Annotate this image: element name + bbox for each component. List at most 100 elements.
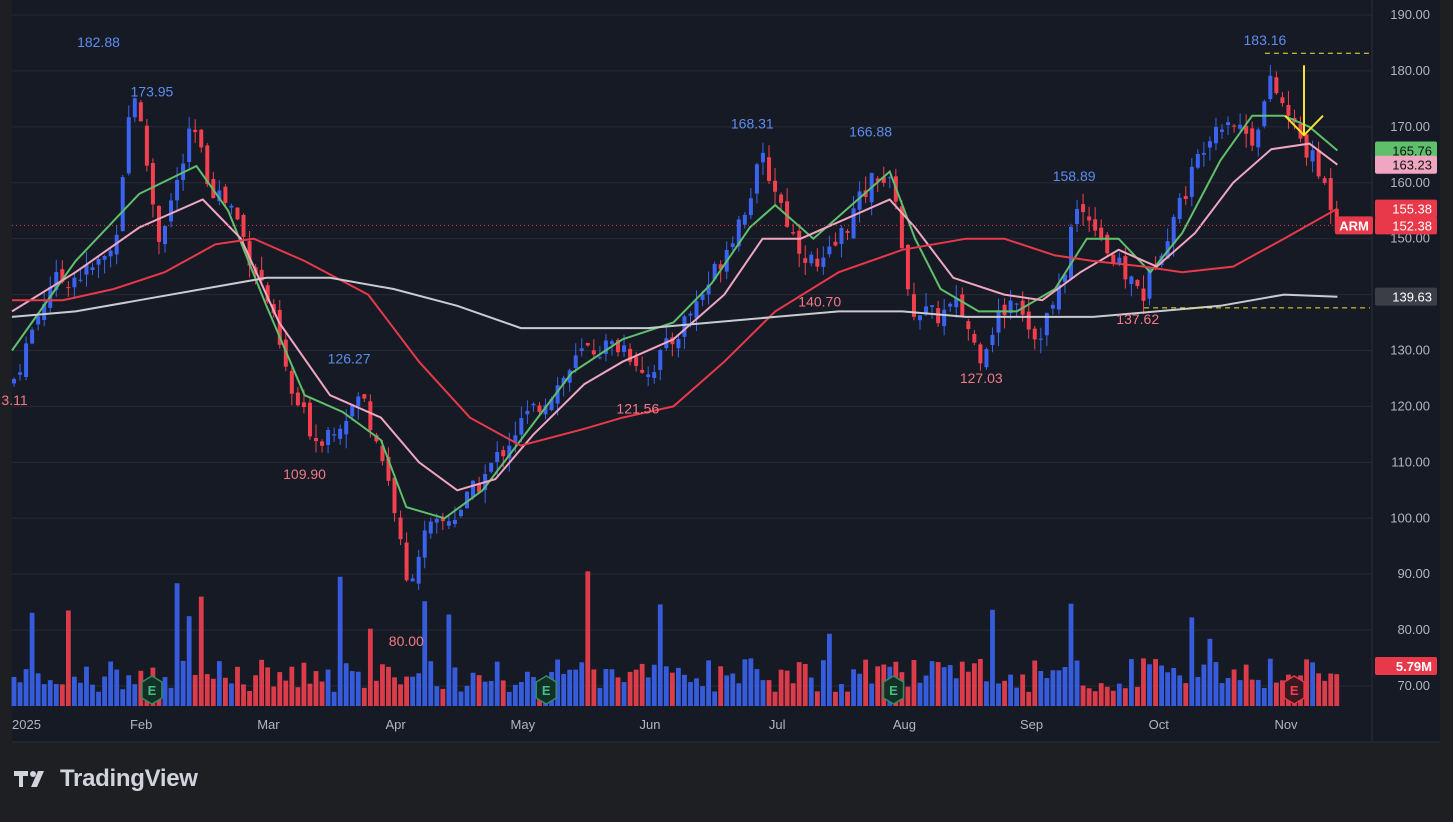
volume-bar [488, 680, 494, 706]
volume-bar [1129, 659, 1134, 706]
volume-bar [434, 686, 440, 706]
candle-body [1189, 166, 1194, 197]
time-tick-label: May [511, 717, 536, 732]
candle-body [821, 257, 826, 267]
volume-bar [603, 668, 609, 706]
price-annotation: 137.62 [1116, 311, 1159, 327]
candle-body [1093, 219, 1098, 231]
earnings-label: E [1290, 683, 1299, 698]
candle-body [495, 451, 500, 462]
candle-body [78, 279, 83, 281]
volume-bar [337, 576, 343, 706]
price-tag-label: 155.38 [1392, 202, 1432, 217]
candle-body [948, 303, 953, 307]
volume-bar [404, 676, 409, 706]
volume-bar [216, 661, 222, 706]
volume-bar [863, 659, 869, 706]
candle-body [519, 418, 524, 435]
volume-bar [712, 691, 718, 706]
volume-bar [935, 662, 941, 706]
candle-body [150, 162, 155, 205]
candle-body [386, 456, 391, 481]
footer: TradingView [14, 763, 198, 795]
volume-bar [923, 675, 929, 706]
candle-body [754, 164, 759, 194]
volume-bar [996, 683, 1001, 706]
volume-bar [905, 686, 911, 706]
candle-body [344, 420, 349, 435]
volume-bar [645, 677, 651, 706]
volume-bar [53, 683, 59, 706]
candle-body [857, 191, 862, 210]
candle-body [1177, 197, 1182, 220]
price-annotation: 121.56 [616, 401, 659, 417]
candle-body [314, 438, 318, 442]
volume-bar [796, 662, 802, 706]
volume-bar [561, 673, 567, 706]
candle-body [1117, 257, 1122, 264]
price-axis: 70.00 80.00 90.00 100.00 110.00 120.00 130.00 1… [1371, 0, 1430, 742]
volume-bar [802, 664, 808, 706]
candle-body [392, 477, 397, 514]
volume-bar [627, 671, 633, 706]
volume-bar [265, 667, 271, 706]
candle-body [217, 190, 222, 202]
candle-body [1274, 77, 1279, 94]
candle-body [66, 287, 71, 289]
candle-body [1002, 304, 1007, 316]
volume-bar [766, 680, 772, 706]
volume-bar [1195, 676, 1201, 706]
earnings-label: E [148, 683, 157, 698]
volume-bar [597, 687, 603, 706]
candle-body [471, 480, 476, 497]
candle-body [169, 200, 174, 222]
volume-bar [1273, 682, 1279, 706]
volume-bar [875, 666, 881, 706]
candle-body [555, 385, 560, 404]
volume-bar [174, 583, 180, 706]
candle-body [229, 205, 234, 208]
candle-body [616, 339, 620, 353]
volume-bar [470, 672, 476, 706]
price-tick-label: 120.00 [1390, 398, 1430, 413]
volume-bar [808, 677, 814, 706]
candle-body [990, 334, 995, 346]
price-tick-label: 70.00 [1397, 678, 1430, 693]
candle-body [374, 434, 379, 442]
candle-body [700, 294, 705, 300]
candle-body [307, 402, 312, 437]
volume-bar [585, 571, 591, 706]
price-annotation: 140.70 [798, 294, 841, 310]
volume-bar [313, 671, 319, 706]
volume-bar [651, 664, 657, 706]
volume-bar [102, 676, 107, 706]
volume-bar [283, 680, 289, 706]
candle-body [809, 254, 814, 264]
volume-bar [531, 677, 536, 706]
volume-bar [1116, 683, 1122, 706]
volume-bar [1189, 617, 1195, 706]
price-tick-label: 80.00 [1397, 622, 1430, 637]
candle-body [1268, 75, 1273, 100]
volume-bar [1141, 658, 1146, 706]
price-tag [1375, 141, 1437, 160]
candle-body [338, 428, 343, 439]
time-tick-label: Sep [1020, 717, 1043, 732]
volume-bar [724, 675, 730, 706]
candle-body [797, 230, 802, 254]
candle-body [265, 285, 270, 302]
volume-bar [742, 659, 748, 706]
volume-bar [591, 669, 597, 706]
candle-body [187, 128, 192, 163]
price-tag-label: 163.23 [1392, 158, 1432, 173]
price-annotation: 183.16 [1244, 32, 1287, 48]
candle-body [72, 277, 77, 288]
time-tick-label: Oct [1149, 717, 1170, 732]
price-tick-label: 190.00 [1390, 7, 1430, 22]
volume-bar [1207, 638, 1213, 706]
candle-body [356, 396, 361, 407]
candle-body [1044, 312, 1049, 336]
